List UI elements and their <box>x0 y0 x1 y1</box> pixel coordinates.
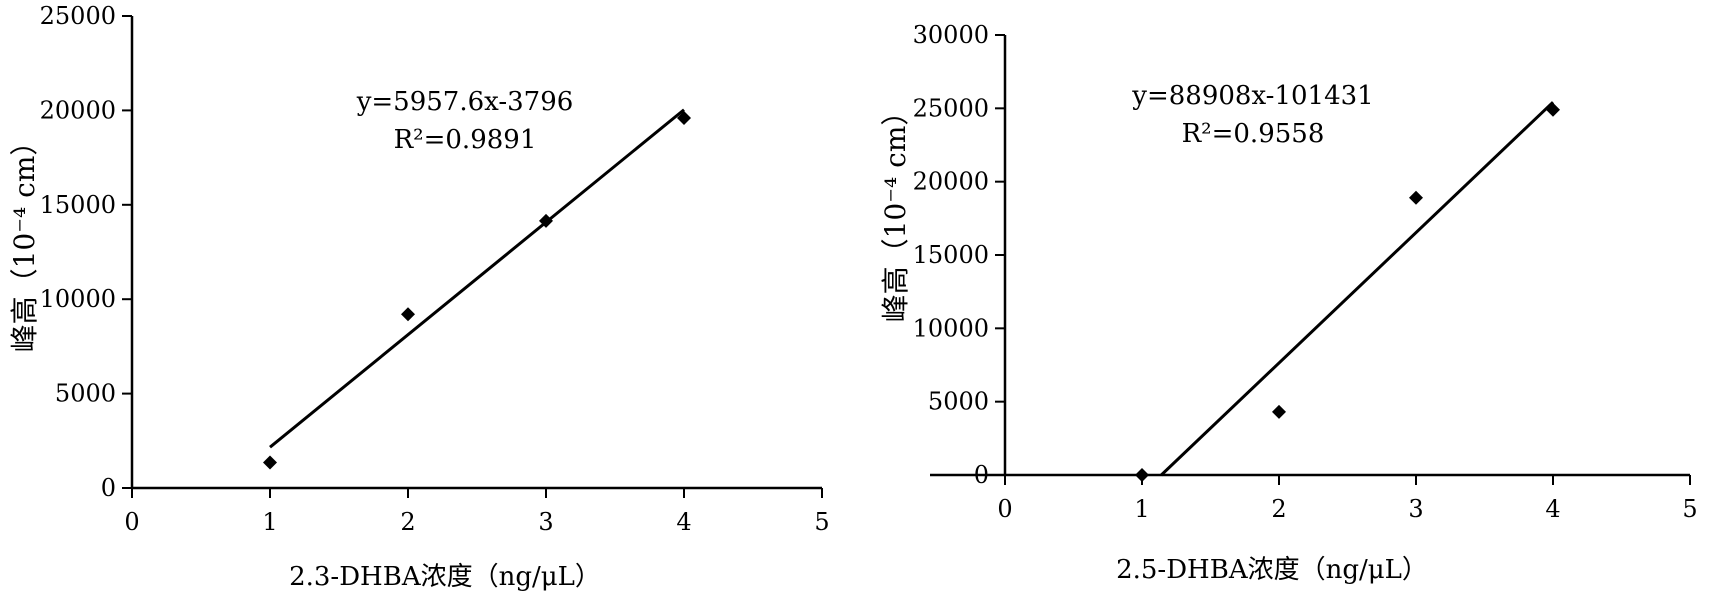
x-tick-label: 3 <box>1408 495 1423 523</box>
x-tick-label: 5 <box>1682 495 1697 523</box>
chart-1-r2: R²=0.9891 <box>394 125 537 155</box>
chart-1-axes <box>122 15 823 498</box>
data-point <box>539 213 553 228</box>
y-tick-label: 25000 <box>40 2 116 30</box>
data-point <box>1135 468 1149 482</box>
y-tick-label: 10000 <box>913 314 989 342</box>
x-tick-label: 4 <box>1545 495 1560 523</box>
trendline <box>269 108 685 449</box>
x-tick-label: 0 <box>997 495 1012 523</box>
y-tick-label: 30000 <box>913 21 989 49</box>
x-tick-label: 2 <box>1271 495 1286 523</box>
x-tick-label: 2 <box>400 508 415 536</box>
chart-2-equation: y=88908x-101431 <box>1131 81 1373 111</box>
chart-1-y-tick-labels: 0 5000 10000 15000 20000 25000 <box>40 2 116 502</box>
y-tick-label: 15000 <box>40 191 116 219</box>
data-point <box>677 110 691 125</box>
chart-2-y-axis-label: 峰高（10⁻⁴ cm） <box>879 98 912 323</box>
chart-2-y-tick-labels: 0 5000 10000 15000 20000 25000 30000 <box>913 21 989 489</box>
data-point <box>1409 190 1423 205</box>
y-tick-label: 10000 <box>40 285 116 313</box>
x-tick-label: 3 <box>538 508 553 536</box>
data-point <box>1272 404 1286 419</box>
chart-1: 0 5000 10000 15000 20000 25000 0 1 2 3 4 5 y=5957.… <box>8 2 830 592</box>
chart-1-equation: y=5957.6x-3796 <box>356 87 574 117</box>
y-tick-label: 20000 <box>913 168 989 196</box>
x-tick-label: 0 <box>124 508 139 536</box>
x-tick-label: 4 <box>676 508 691 536</box>
data-point <box>401 307 415 322</box>
chart-2-x-axis-label: 2.5-DHBA浓度（ng/μL） <box>1116 555 1428 585</box>
chart-2-x-tick-labels: 0 1 2 3 4 5 <box>997 495 1697 523</box>
chart-2: 0 5000 10000 15000 20000 25000 30000 0 1 2 3 4 5 y=… <box>879 21 1698 585</box>
x-tick-label: 1 <box>1134 495 1149 523</box>
chart-1-trendline-group <box>269 108 685 449</box>
x-tick-label: 1 <box>262 508 277 536</box>
chart-1-x-axis-label: 2.3-DHBA浓度（ng/μL） <box>289 562 601 592</box>
y-tick-label: 20000 <box>40 96 116 124</box>
x-tick-label: 5 <box>814 508 829 536</box>
data-point <box>263 455 277 470</box>
chart-2-points <box>1135 102 1560 482</box>
chart-2-trendline-group <box>1160 101 1555 477</box>
trendline <box>1160 101 1555 477</box>
chart-1-y-axis-label: 峰高（10⁻⁴ cm） <box>8 128 41 353</box>
y-tick-label: 0 <box>974 461 989 489</box>
chart-1-x-tick-labels: 0 1 2 3 4 5 <box>124 508 829 536</box>
y-tick-label: 15000 <box>913 241 989 269</box>
y-tick-label: 0 <box>101 474 116 502</box>
y-tick-label: 5000 <box>928 388 989 416</box>
chart-2-axes <box>930 34 1691 485</box>
y-tick-label: 25000 <box>913 94 989 122</box>
data-point <box>1546 102 1560 117</box>
y-tick-label: 5000 <box>55 380 116 408</box>
chart-1-points <box>263 110 691 470</box>
chart-2-r2: R²=0.9558 <box>1182 119 1325 149</box>
